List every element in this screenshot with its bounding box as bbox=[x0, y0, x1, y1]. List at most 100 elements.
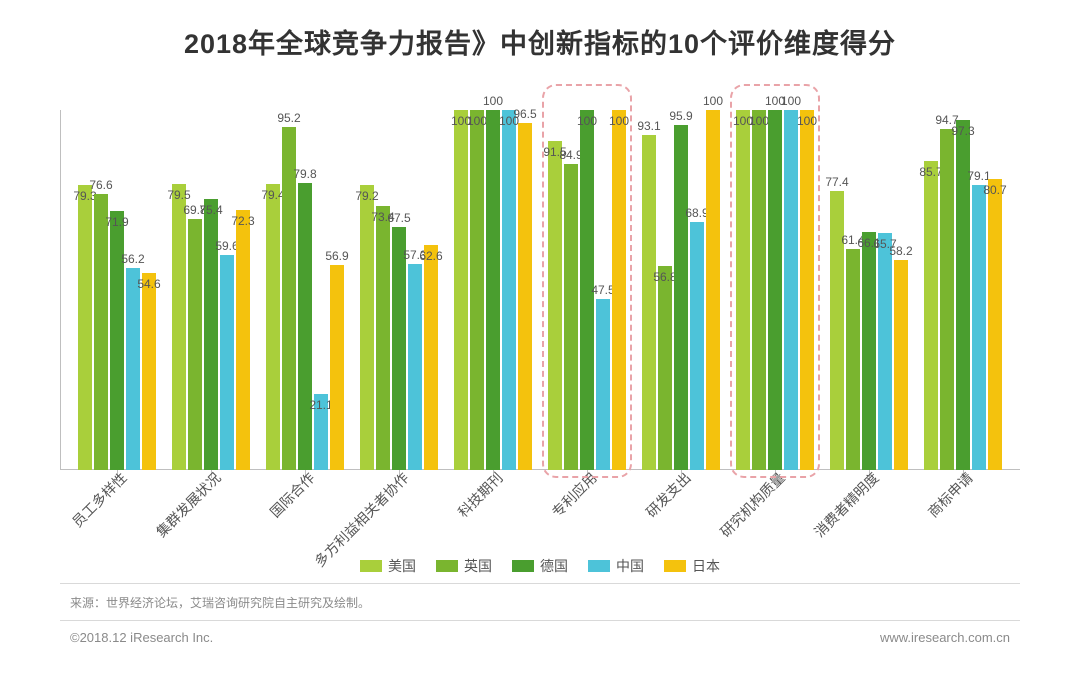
value-label: 79.8 bbox=[293, 167, 316, 181]
bar bbox=[78, 185, 92, 470]
bar bbox=[220, 255, 234, 470]
bar bbox=[360, 185, 374, 470]
bar bbox=[126, 268, 140, 470]
legend-label: 日本 bbox=[692, 556, 720, 576]
copyright-text: ©2018.12 iResearch Inc. bbox=[70, 630, 213, 645]
legend-swatch bbox=[512, 560, 534, 572]
bar bbox=[424, 245, 438, 470]
bar bbox=[612, 110, 626, 470]
bar bbox=[988, 179, 1002, 470]
bar bbox=[548, 141, 562, 470]
legend-swatch bbox=[436, 560, 458, 572]
legend: 美国 英国 德国 中国 日本 bbox=[0, 556, 1080, 576]
value-label: 93.1 bbox=[637, 119, 660, 133]
bar bbox=[188, 219, 202, 470]
bar bbox=[674, 125, 688, 470]
bar bbox=[454, 110, 468, 470]
bar bbox=[142, 273, 156, 470]
bar bbox=[408, 264, 422, 470]
bar bbox=[298, 183, 312, 470]
value-label: 71.9 bbox=[105, 215, 128, 229]
bar bbox=[596, 299, 610, 470]
value-label: 100 bbox=[483, 94, 503, 108]
category-label: 研发支出 bbox=[641, 468, 695, 522]
legend-label: 英国 bbox=[464, 556, 492, 576]
legend-label: 中国 bbox=[616, 556, 644, 576]
bar bbox=[376, 206, 390, 470]
legend-item: 美国 bbox=[360, 556, 416, 576]
value-label: 100 bbox=[609, 114, 629, 128]
value-label: 67.5 bbox=[387, 211, 410, 225]
value-label: 100 bbox=[703, 94, 723, 108]
category-label: 消费者精明度 bbox=[810, 468, 884, 542]
value-label: 96.5 bbox=[513, 107, 536, 121]
y-axis bbox=[60, 110, 61, 470]
bar bbox=[658, 266, 672, 470]
bar bbox=[236, 210, 250, 470]
legend-swatch bbox=[664, 560, 686, 572]
value-label: 100 bbox=[577, 114, 597, 128]
bar bbox=[330, 265, 344, 470]
category-label: 科技期刊 bbox=[453, 468, 507, 522]
bar bbox=[470, 110, 484, 470]
value-label: 77.4 bbox=[825, 175, 848, 189]
bar bbox=[502, 110, 516, 470]
value-label: 100 bbox=[797, 114, 817, 128]
category-label: 国际合作 bbox=[265, 468, 319, 522]
category-label: 研究机构质量 bbox=[716, 468, 790, 542]
bar bbox=[784, 110, 798, 470]
bar bbox=[486, 110, 500, 470]
legend-swatch bbox=[360, 560, 382, 572]
bar bbox=[172, 184, 186, 470]
site-url: www.iresearch.com.cn bbox=[880, 630, 1010, 645]
value-label: 79.5 bbox=[167, 188, 190, 202]
value-label: 56.2 bbox=[121, 252, 144, 266]
value-label: 72.3 bbox=[231, 214, 254, 228]
value-label: 58.2 bbox=[889, 244, 912, 258]
chart-plot: 员工多样性79.376.671.956.254.6集群发展状况79.569.87… bbox=[60, 110, 1020, 470]
value-label: 100 bbox=[467, 114, 487, 128]
value-label: 62.6 bbox=[419, 249, 442, 263]
divider-top bbox=[60, 583, 1020, 584]
value-label: 76.6 bbox=[89, 178, 112, 192]
bar bbox=[972, 185, 986, 470]
bar bbox=[862, 232, 876, 470]
legend-label: 美国 bbox=[388, 556, 416, 576]
bar bbox=[940, 129, 954, 470]
value-label: 100 bbox=[749, 114, 769, 128]
legend-item: 德国 bbox=[512, 556, 568, 576]
legend-item: 日本 bbox=[664, 556, 720, 576]
bar bbox=[894, 260, 908, 470]
legend-swatch bbox=[588, 560, 610, 572]
category-label: 商标申请 bbox=[923, 468, 977, 522]
value-label: 54.6 bbox=[137, 277, 160, 291]
bar bbox=[736, 110, 750, 470]
category-label: 集群发展状况 bbox=[152, 468, 226, 542]
bar bbox=[110, 211, 124, 470]
value-label: 95.9 bbox=[669, 109, 692, 123]
category-label: 专利应用 bbox=[547, 468, 601, 522]
bar bbox=[752, 110, 766, 470]
value-label: 97.3 bbox=[951, 124, 974, 138]
legend-item: 英国 bbox=[436, 556, 492, 576]
legend-label: 德国 bbox=[540, 556, 568, 576]
bar bbox=[518, 123, 532, 470]
chart-title: 2018年全球竞争力报告》中创新指标的10个评价维度得分 bbox=[0, 22, 1080, 61]
bar bbox=[924, 161, 938, 470]
bar bbox=[94, 194, 108, 470]
divider-bottom bbox=[60, 620, 1020, 621]
legend-item: 中国 bbox=[588, 556, 644, 576]
bar bbox=[564, 164, 578, 470]
value-label: 100 bbox=[781, 94, 801, 108]
bar bbox=[266, 184, 280, 470]
source-text: 来源：世界经济论坛，艾瑞咨询研究院自主研究及绘制。 bbox=[70, 594, 370, 611]
bar bbox=[706, 110, 720, 470]
bar bbox=[846, 249, 860, 470]
bar bbox=[642, 135, 656, 470]
category-label: 员工多样性 bbox=[68, 468, 132, 532]
bar bbox=[800, 110, 814, 470]
page: 2018年全球竞争力报告》中创新指标的10个评价维度得分 员工多样性79.376… bbox=[0, 0, 1080, 677]
bar bbox=[878, 233, 892, 470]
value-label: 80.7 bbox=[983, 183, 1006, 197]
value-label: 75.4 bbox=[199, 203, 222, 217]
